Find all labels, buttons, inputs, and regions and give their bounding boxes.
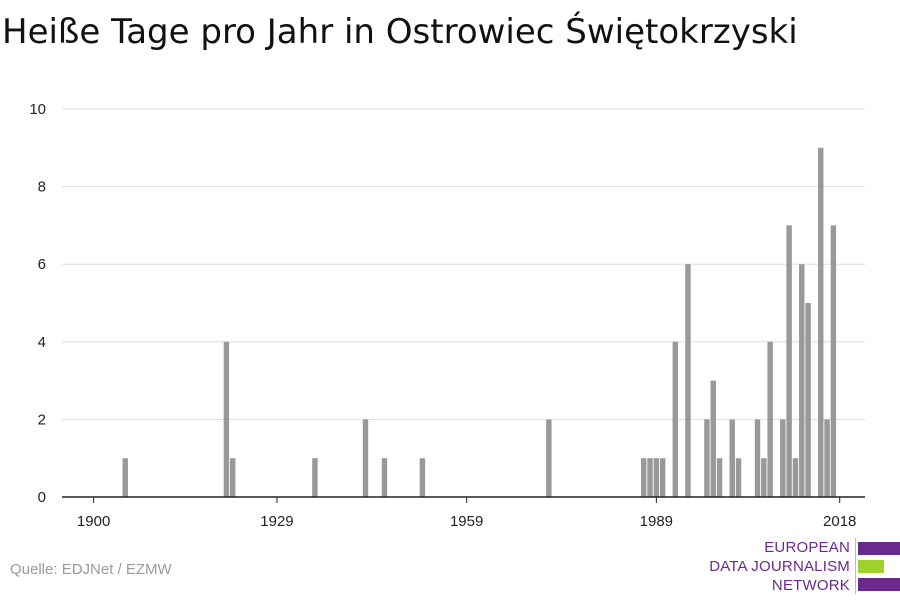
bar-1989: [653, 458, 660, 497]
y-tick-label: 8: [38, 179, 46, 196]
bar-1998: [710, 380, 716, 497]
y-tick-label: 10: [29, 101, 46, 118]
bar-2013: [805, 303, 811, 497]
bar-2010: [786, 225, 792, 497]
x-tick-label: 1959: [450, 513, 483, 530]
bar-1997: [704, 419, 710, 497]
bar-1972: [546, 419, 552, 497]
bar-2009: [780, 419, 786, 497]
bar-2007: [767, 341, 773, 497]
bar-1946: [381, 458, 388, 497]
bar-1999: [716, 458, 723, 497]
bar-2016: [824, 419, 830, 497]
bar-1994: [685, 264, 691, 497]
x-tick-label: 1989: [640, 513, 673, 530]
y-axis: 0 2 4 6 8 10: [29, 101, 46, 506]
bar-1992: [672, 341, 679, 497]
y-tick-label: 6: [38, 256, 46, 273]
bar-1988: [647, 458, 653, 497]
bar-2006: [761, 458, 767, 497]
bar-2001: [729, 419, 735, 497]
bar-1987: [640, 458, 647, 497]
logo-line-european: EUROPEAN: [764, 539, 850, 556]
bar-1935: [312, 458, 318, 497]
logo-line-network: NETWORK: [771, 577, 850, 594]
x-tick-label: 1929: [260, 513, 293, 530]
bar-2002: [735, 458, 742, 497]
bar-1943: [362, 419, 369, 497]
chart-title: Heiße Tage pro Jahr in Ostrowiec Świętok…: [2, 12, 798, 52]
logo-bar-top: [858, 542, 900, 555]
bar-1922: [229, 458, 236, 497]
logo-divider: [855, 538, 856, 594]
bar-1990: [659, 458, 666, 497]
bar-2012: [799, 264, 805, 497]
edjnet-logo[interactable]: EUROPEAN DATA JOURNALISM NETWORK: [700, 536, 900, 596]
x-tick-label: 1900: [77, 513, 110, 530]
bar-2005: [754, 419, 761, 497]
bar-2011: [792, 458, 799, 497]
x-tick-label: 2018: [823, 513, 856, 530]
bar-2017: [830, 225, 837, 497]
source-note: Quelle: EDJNet / EZMW: [10, 561, 172, 578]
bar-2015: [818, 147, 824, 498]
x-axis: 1900 1929 1959 1989 2018: [62, 496, 865, 530]
bar-1921: [223, 341, 230, 497]
y-tick-label: 2: [38, 411, 46, 428]
logo-bar-bottom: [858, 578, 900, 591]
logo-line-data-journalism: DATA JOURNALISM: [709, 558, 850, 575]
bar-1905: [122, 458, 128, 497]
bars: [122, 147, 837, 498]
bar-1952: [419, 458, 426, 497]
y-tick-label: 0: [38, 489, 46, 506]
grid-lines: [62, 108, 865, 420]
y-tick-label: 4: [38, 334, 46, 351]
logo-bar-middle: [858, 560, 884, 573]
